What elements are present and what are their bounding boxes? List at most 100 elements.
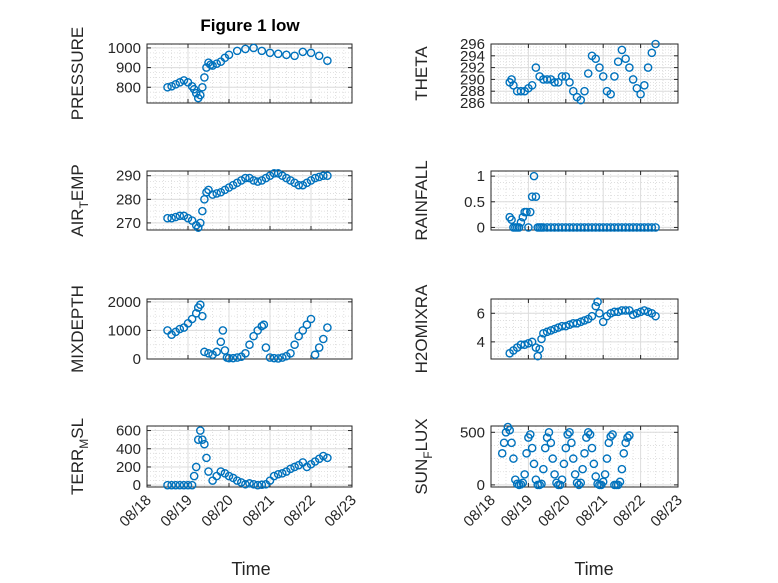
x-axis-label-right: Time xyxy=(574,559,613,579)
x-tick-label: 08/22 xyxy=(280,492,319,531)
data-point xyxy=(537,334,546,344)
data-point xyxy=(647,223,657,232)
y-tick-label: 800 xyxy=(116,79,141,96)
data-point xyxy=(628,310,638,320)
data-point xyxy=(570,470,580,479)
data-point xyxy=(540,443,550,453)
data-point xyxy=(583,69,593,78)
subplot-mixdepth: 0 1000 2000 MIXDEPTH xyxy=(68,285,353,373)
data-point xyxy=(516,480,526,489)
data-point xyxy=(198,311,207,321)
y-axis-label: MIXDEPTH xyxy=(68,285,87,373)
data-point xyxy=(546,326,556,335)
figure-title: Figure 1 low xyxy=(200,16,300,35)
y-tick-label: 1000 xyxy=(108,322,141,339)
data-point xyxy=(323,171,332,181)
data-point xyxy=(608,430,617,439)
data-point xyxy=(224,50,234,60)
data-point xyxy=(520,470,529,479)
y-tick-label: 200 xyxy=(116,459,141,476)
data-point xyxy=(245,479,254,488)
data-point xyxy=(310,350,320,360)
data-point xyxy=(531,192,541,201)
data-point xyxy=(277,353,287,362)
data-point xyxy=(610,72,619,81)
data-point xyxy=(257,480,267,490)
y-tick-label: 500 xyxy=(460,424,485,441)
data-point xyxy=(640,306,649,315)
data-point xyxy=(643,307,653,317)
x-axis-label-left: Time xyxy=(231,559,270,579)
data-point xyxy=(507,75,516,84)
data-point xyxy=(561,321,571,331)
data-point xyxy=(509,454,518,463)
data-point xyxy=(535,344,544,354)
axes-box xyxy=(490,170,679,231)
x-tick-label: 08/21 xyxy=(572,492,611,531)
y-tick-label: 0 xyxy=(133,351,141,368)
data-point xyxy=(187,314,197,324)
data-point xyxy=(249,479,258,489)
data-point xyxy=(228,353,238,363)
data-point xyxy=(509,81,518,90)
plot-area xyxy=(147,44,352,103)
data-point xyxy=(559,459,569,469)
data-point xyxy=(323,453,332,463)
y-axis-label: RAINFALL xyxy=(412,160,431,240)
data-point xyxy=(167,480,176,490)
data-point xyxy=(576,478,586,488)
data-point xyxy=(290,51,299,61)
y-tick-label: 270 xyxy=(116,215,141,232)
data-point xyxy=(290,462,299,472)
data-point xyxy=(516,86,526,96)
data-point xyxy=(651,39,660,49)
data-point xyxy=(306,314,316,324)
y-tick-label: 0.5 xyxy=(464,194,485,211)
data-point xyxy=(615,477,625,487)
data-point xyxy=(314,51,324,61)
data-point xyxy=(191,88,201,98)
y-tick-label: 0 xyxy=(133,477,141,494)
y-tick-label: 900 xyxy=(116,60,141,77)
data-point xyxy=(623,433,632,442)
data-point xyxy=(273,354,283,363)
data-point xyxy=(546,438,556,448)
data-point xyxy=(241,479,250,489)
data-point xyxy=(241,173,250,183)
data-point xyxy=(539,464,548,474)
data-point xyxy=(591,301,601,311)
axes-box xyxy=(146,170,353,231)
y-tick-label: 280 xyxy=(116,191,141,208)
data-point xyxy=(568,454,578,463)
data-point xyxy=(187,480,197,490)
data-point xyxy=(613,57,623,67)
axes-box xyxy=(490,298,679,360)
data-point xyxy=(257,46,267,56)
data-point xyxy=(557,475,567,484)
data-point xyxy=(595,308,604,318)
x-tick-label: 08/18 xyxy=(116,492,155,531)
x-tick-label: 08/23 xyxy=(321,492,360,531)
data-point xyxy=(261,343,271,352)
data-point xyxy=(561,72,571,81)
data-point xyxy=(557,72,567,81)
data-point xyxy=(647,48,657,58)
data-point xyxy=(179,480,189,490)
data-point xyxy=(550,324,559,334)
data-point xyxy=(574,480,584,490)
x-tick-label: 08/19 xyxy=(498,492,537,531)
data-point xyxy=(516,218,526,227)
subplot-rainfall: 0 0.5 1 RAINFALL xyxy=(412,160,679,241)
y-tick-label: 290 xyxy=(460,71,485,88)
y-tick-label: 2000 xyxy=(108,294,141,311)
y-tick-label: 0 xyxy=(477,477,485,494)
data-point xyxy=(286,464,295,474)
data-point xyxy=(531,343,541,352)
data-point xyxy=(550,78,559,87)
data-point xyxy=(218,326,228,335)
data-point xyxy=(163,213,172,223)
y-axis-label: PRESSURE xyxy=(68,27,87,121)
y-tick-label: 1 xyxy=(477,168,485,185)
